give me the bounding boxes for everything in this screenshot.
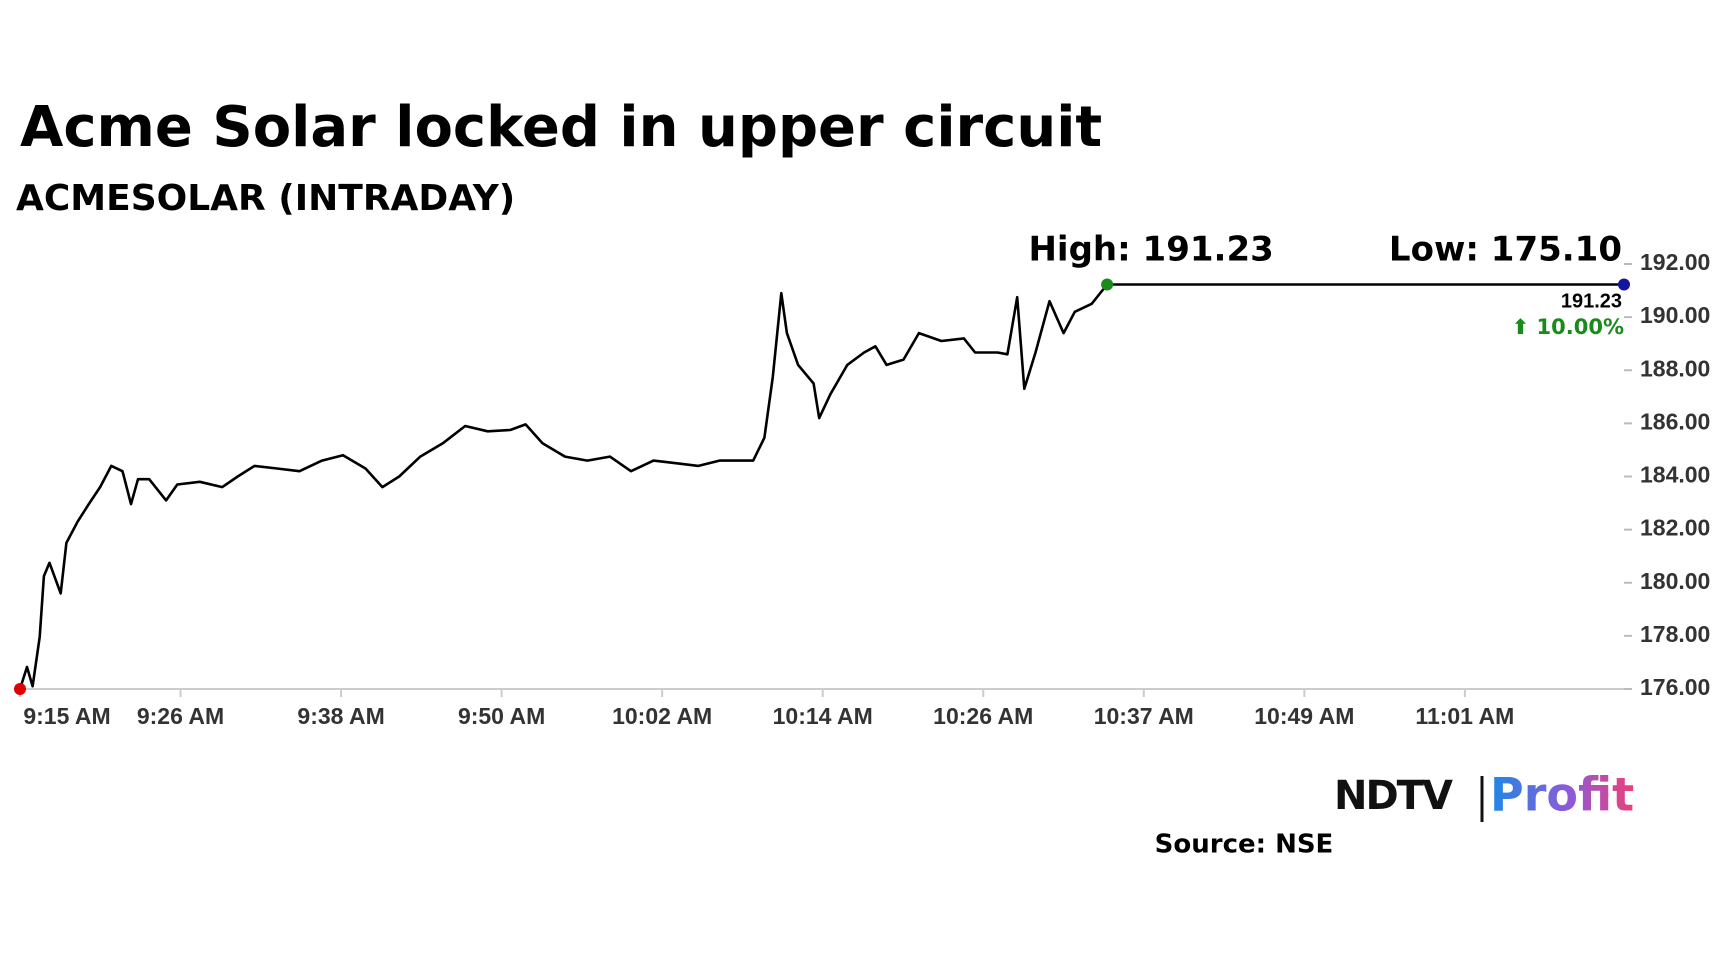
chart-title: Acme Solar locked in upper circuit xyxy=(20,95,1102,160)
y-tick-label: 176.00 xyxy=(1640,674,1710,700)
x-tick-label: 9:50 AM xyxy=(458,703,545,729)
chart-subtitle: ACMESOLAR (INTRADAY) xyxy=(16,178,515,219)
x-tick-label: 11:01 AM xyxy=(1415,703,1514,729)
x-tick-label: 10:37 AM xyxy=(1094,703,1194,729)
x-tick-label: 9:26 AM xyxy=(137,703,224,729)
y-tick-label: 184.00 xyxy=(1640,462,1710,488)
y-tick-label: 186.00 xyxy=(1640,408,1710,434)
x-tick-label: 10:49 AM xyxy=(1254,703,1354,729)
x-tick-label: 10:02 AM xyxy=(612,703,712,729)
x-tick-label: 9:15 AM xyxy=(23,703,110,729)
end-dot xyxy=(1618,278,1630,291)
start-dot xyxy=(14,683,26,695)
y-tick-label: 180.00 xyxy=(1640,568,1710,594)
y-tick-label: 178.00 xyxy=(1640,621,1710,647)
x-tick-label: 10:14 AM xyxy=(773,703,873,729)
change: ⬆ 10.00% xyxy=(1512,315,1624,339)
y-tick-label: 192.00 xyxy=(1640,249,1710,275)
last-price: 191.23 xyxy=(1561,290,1622,312)
logo-profit: Profit xyxy=(1490,768,1634,822)
price-line xyxy=(18,283,1109,690)
source: Source: NSE xyxy=(1155,830,1334,860)
logo-ndtv: NDTV xyxy=(1334,773,1453,819)
x-tick-label: 9:38 AM xyxy=(297,703,384,729)
low-label: Low: 175.10 xyxy=(1389,230,1622,270)
x-tick-label: 10:26 AM xyxy=(933,703,1033,729)
y-tick-label: 182.00 xyxy=(1640,515,1710,541)
y-tick-label: 188.00 xyxy=(1640,355,1710,381)
y-tick-label: 190.00 xyxy=(1640,302,1710,328)
high-dot xyxy=(1101,278,1114,291)
high-label: High: 191.23 xyxy=(1028,230,1273,270)
